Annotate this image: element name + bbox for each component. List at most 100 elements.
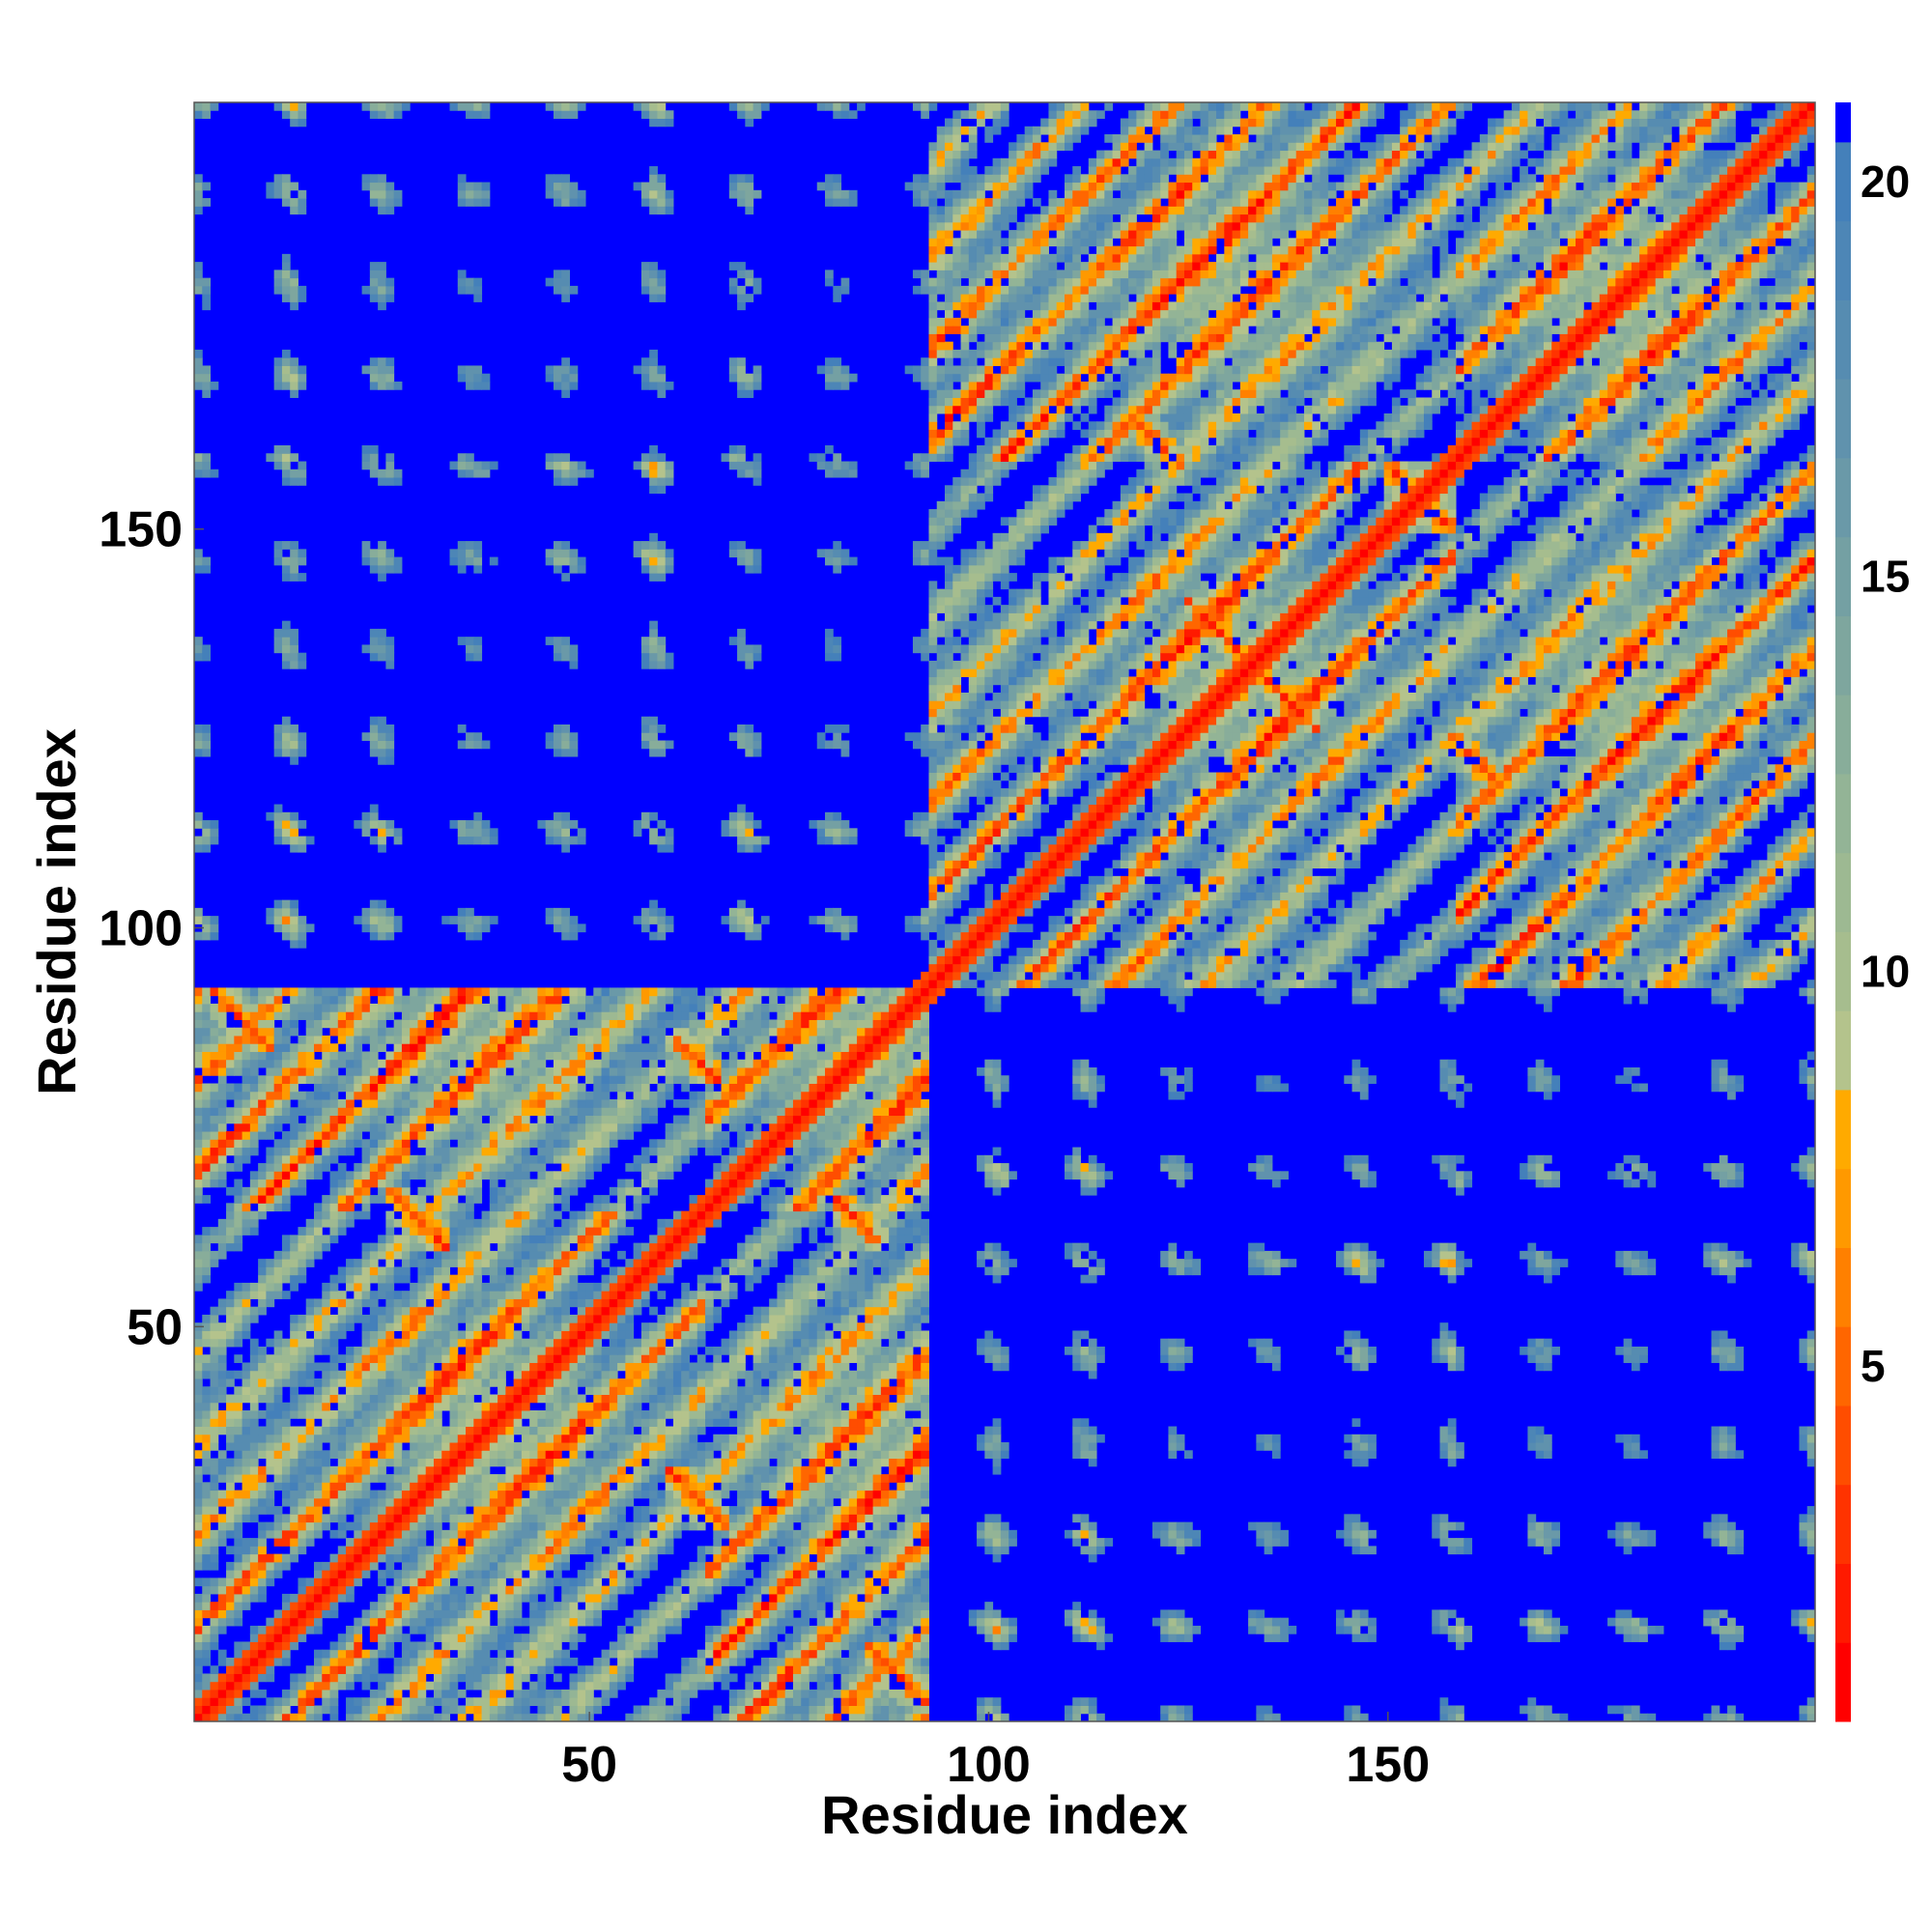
heatmap-cell [904, 1570, 914, 1578]
heatmap-cell [840, 1546, 850, 1555]
heatmap-cell [466, 1673, 474, 1683]
heatmap-cell [848, 1529, 858, 1539]
heatmap-cell [505, 1657, 515, 1666]
heatmap-cell [809, 1490, 818, 1499]
heatmap-cell [1000, 1634, 1009, 1642]
heatmap-cell [792, 1506, 802, 1515]
heatmap-cell [273, 1043, 283, 1052]
heatmap-cell [393, 1465, 403, 1475]
heatmap-cell [217, 1378, 227, 1387]
heatmap-cell [273, 1553, 283, 1563]
heatmap-cell [840, 1465, 850, 1475]
heatmap-cell [385, 198, 395, 207]
heatmap-cell [497, 1474, 506, 1483]
heatmap-cell [872, 1553, 882, 1563]
heatmap-cell [457, 1465, 467, 1475]
heatmap-cell [217, 1450, 227, 1460]
heatmap-cell [665, 1514, 674, 1523]
heatmap-cell [473, 1705, 483, 1715]
heatmap-cell [792, 1593, 802, 1603]
heatmap-cell [290, 1538, 298, 1547]
heatmap-cell [417, 1242, 427, 1252]
heatmap-cell [354, 1634, 363, 1642]
heatmap-cell [1727, 1713, 1736, 1722]
heatmap-cell [378, 1027, 386, 1037]
heatmap-cell [672, 1514, 682, 1523]
heatmap-cell [354, 1529, 363, 1539]
heatmap-cell [601, 1689, 611, 1698]
heatmap-cell [385, 1059, 395, 1068]
heatmap-cell [466, 1521, 474, 1531]
heatmap-cell [417, 1418, 427, 1428]
heatmap-cell [401, 1561, 411, 1571]
heatmap-cell [378, 381, 386, 390]
heatmap-cell [809, 1593, 818, 1603]
heatmap-cell [728, 1465, 738, 1475]
heatmap-cell [825, 1705, 834, 1715]
heatmap-cell [585, 1593, 594, 1603]
heatmap-cell [361, 1282, 371, 1292]
heatmap-cell [449, 1529, 459, 1539]
heatmap-cell [1160, 1529, 1169, 1539]
heatmap-cell [425, 1370, 435, 1379]
heatmap-cell [393, 1362, 403, 1372]
heatmap-cell [601, 1514, 611, 1523]
heatmap-cell [816, 1474, 826, 1483]
heatmap-cell [298, 1617, 307, 1627]
heatmap-cell [489, 1529, 498, 1539]
heatmap-cell [354, 1259, 363, 1267]
heatmap-cell [657, 1617, 667, 1627]
heatmap-cell [217, 1035, 227, 1044]
heatmap-cell [449, 1482, 459, 1492]
heatmap-cell [410, 1163, 418, 1172]
heatmap-cell [378, 732, 386, 741]
heatmap-cell [249, 1306, 259, 1316]
heatmap-cell [681, 1577, 690, 1587]
heatmap-cell [378, 1274, 386, 1284]
heatmap-cell [217, 1585, 227, 1595]
heatmap-cell [601, 1665, 611, 1674]
heatmap-cell [840, 1458, 850, 1467]
heatmap-cell [249, 1338, 259, 1348]
heatmap-cell [792, 1705, 802, 1715]
heatmap-cell [378, 277, 386, 287]
heatmap-cell [865, 1538, 874, 1547]
heatmap-cell [281, 1625, 291, 1634]
heatmap-cell [401, 1418, 411, 1428]
heatmap-cell [672, 1625, 682, 1634]
heatmap-cell [234, 1394, 243, 1404]
heatmap-cell [410, 1705, 418, 1715]
heatmap-cell [441, 1402, 451, 1411]
heatmap-cell [385, 182, 395, 191]
heatmap-cell [1271, 1713, 1281, 1722]
heatmap-cell [466, 1705, 474, 1715]
heatmap-cell [872, 1570, 882, 1578]
heatmap-cell [354, 1617, 363, 1627]
heatmap-cell [410, 1482, 418, 1492]
heatmap-cell [337, 1681, 347, 1690]
heatmap-cell [401, 1593, 411, 1603]
heatmap-cell [441, 1617, 451, 1627]
heatmap-cell [1359, 1609, 1369, 1619]
heatmap-cell [1456, 1634, 1464, 1642]
heatmap-cell [369, 1410, 379, 1419]
heatmap-cell [385, 748, 395, 757]
heatmap-cell [410, 1561, 418, 1571]
heatmap-cell [393, 1442, 403, 1451]
heatmap-cell [378, 1019, 386, 1029]
heatmap-cell [713, 1546, 723, 1555]
heatmap-cell [537, 1482, 547, 1492]
heatmap-cell [273, 1713, 283, 1722]
heatmap-cell [649, 1561, 658, 1571]
heatmap-cell [848, 1657, 858, 1666]
heatmap-cell [417, 1450, 427, 1460]
heatmap-cell [385, 1585, 395, 1595]
heatmap-cell [258, 1011, 267, 1020]
heatmap-cell [713, 1538, 723, 1547]
heatmap-cell [194, 1394, 203, 1404]
heatmap-cell [577, 1570, 586, 1578]
heatmap-cell [449, 1259, 459, 1267]
heatmap-cell [290, 1003, 298, 1012]
heatmap-cell [681, 1689, 690, 1698]
heatmap-cell [258, 1122, 267, 1132]
